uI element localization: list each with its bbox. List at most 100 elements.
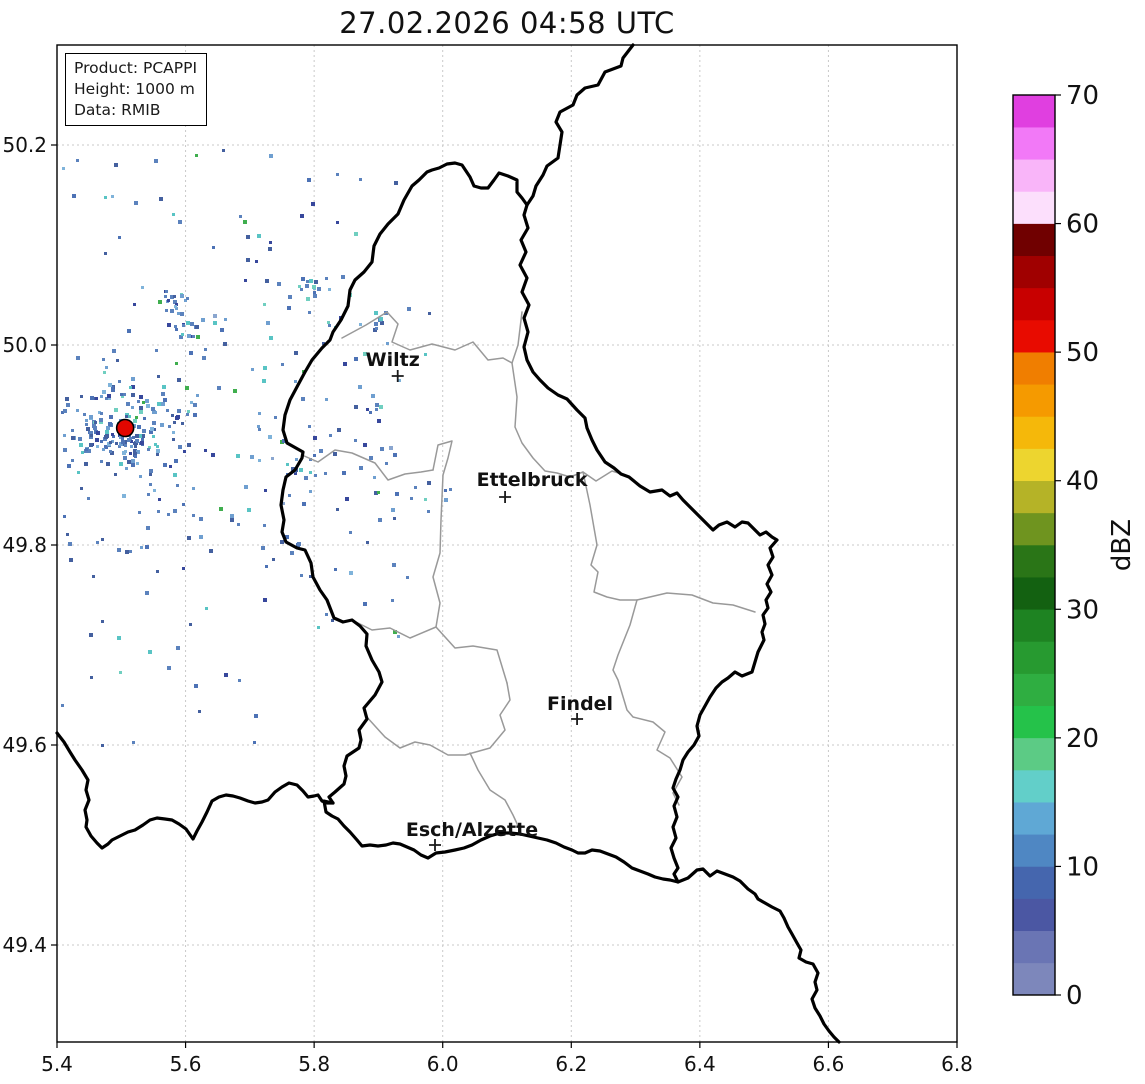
colorbar-tick-label: 0	[1066, 981, 1083, 1011]
echo-pixel	[190, 401, 193, 404]
echo-pixel	[156, 570, 159, 573]
echo-pixel	[219, 507, 223, 511]
echo-pixel	[187, 334, 191, 338]
echo-pixel	[177, 378, 181, 382]
echo-pixel	[427, 481, 431, 485]
echo-pixel	[333, 452, 337, 456]
echo-pixel	[373, 476, 376, 479]
echo-pixel	[255, 260, 258, 263]
echo-pixel	[165, 309, 168, 312]
echo-pixel	[172, 431, 175, 434]
colorbar-cell	[1013, 255, 1055, 289]
echo-pixel	[141, 286, 144, 289]
colorbar-cell	[1013, 287, 1055, 321]
echo-pixel	[286, 463, 289, 466]
echo-pixel	[444, 489, 447, 492]
echo-pixel	[375, 403, 379, 407]
echo-pixel	[122, 451, 126, 455]
colorbar-cell	[1013, 94, 1055, 128]
echo-pixel	[257, 425, 260, 428]
echo-pixel	[119, 462, 123, 466]
echo-pixel	[185, 386, 189, 390]
echo-pixel	[90, 396, 94, 400]
echo-pixel	[331, 619, 334, 622]
echo-pixel	[77, 471, 80, 474]
echo-pixel	[98, 411, 101, 414]
echo-pixel	[145, 591, 149, 595]
echo-pixel	[328, 324, 331, 327]
echo-pixel	[171, 414, 174, 417]
echo-pixel	[329, 434, 332, 437]
echo-pixel	[325, 613, 328, 616]
echo-pixel	[128, 415, 131, 418]
echo-pixel	[189, 351, 193, 355]
echo-pixel	[295, 458, 298, 461]
echo-pixel	[87, 497, 90, 500]
colorbar-cell	[1013, 383, 1055, 417]
echo-pixel	[211, 453, 215, 457]
country-border-path	[518, 43, 841, 1044]
echo-pixel	[181, 422, 184, 425]
echo-pixel	[157, 402, 161, 406]
echo-pixel	[173, 473, 177, 477]
echo-pixel	[406, 576, 409, 579]
echo-pixel	[237, 523, 240, 526]
echo-pixel	[363, 352, 367, 356]
echo-pixel	[134, 201, 138, 205]
echo-pixel	[282, 439, 286, 443]
echo-pixel	[173, 509, 177, 513]
echo-pixel	[81, 451, 84, 454]
echo-pixel	[377, 419, 381, 423]
echo-pixel	[230, 518, 234, 522]
colorbar-cell	[1013, 930, 1055, 964]
echo-pixel	[246, 235, 250, 239]
echo-pixel	[359, 178, 362, 181]
district-border-path	[432, 440, 453, 628]
echo-pixel	[407, 307, 411, 311]
echo-pixel	[135, 439, 139, 443]
echo-pixel	[68, 542, 72, 546]
x-tick-label: 6.8	[941, 1052, 973, 1076]
plot-frame	[56, 44, 958, 1043]
echo-pixel	[130, 445, 133, 448]
echo-pixel	[133, 442, 136, 445]
echo-pixel	[111, 195, 114, 198]
echo-pixel	[294, 472, 297, 475]
echo-pixel	[61, 411, 64, 414]
info-height-line: Height: 1000 m	[74, 79, 195, 98]
echo-pixel	[127, 329, 131, 333]
info-box: Product: PCAPPI Height: 1000 m Data: RMI…	[65, 53, 208, 127]
echo-pixel	[135, 416, 138, 419]
echo-pixel	[149, 473, 152, 476]
echo-pixel	[196, 335, 200, 339]
colorbar-cell	[1013, 576, 1055, 610]
echo-pixel	[342, 471, 346, 475]
colorbar-tick-label: 10	[1066, 852, 1099, 882]
echo-pixel	[92, 575, 95, 578]
echo-pixel	[90, 434, 93, 437]
echo-pixel	[122, 494, 126, 498]
colorbar-tick-label: 60	[1066, 210, 1099, 240]
echo-pixel	[265, 565, 268, 568]
echo-pixel	[72, 194, 76, 198]
y-tick-label: 50.2	[2, 133, 47, 157]
echo-pixel	[96, 541, 99, 544]
echo-pixel	[204, 449, 207, 452]
echo-pixel	[268, 435, 272, 439]
echo-pixel	[374, 322, 378, 326]
echo-pixel	[136, 462, 139, 465]
echo-pixel	[145, 399, 149, 403]
echo-pixel	[220, 328, 224, 332]
colorbar-cell	[1013, 512, 1055, 546]
echo-pixel	[449, 488, 452, 491]
colorbar-cell	[1013, 608, 1055, 642]
echo-pixel	[354, 232, 358, 236]
district-border-path	[301, 449, 434, 481]
echo-pixel	[336, 508, 339, 511]
echo-pixel	[427, 510, 430, 513]
echo-pixel	[272, 558, 275, 561]
echo-pixel	[253, 741, 256, 744]
echo-pixel	[269, 241, 272, 244]
echo-pixel	[180, 294, 184, 298]
